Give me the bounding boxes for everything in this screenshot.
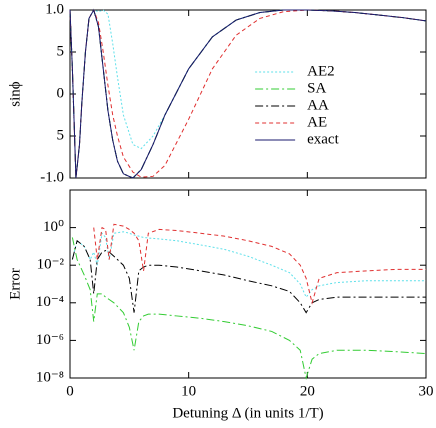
y-tick-label: 10⁻² [37, 257, 65, 273]
plot-frame [69, 189, 427, 379]
series-line [69, 8, 427, 179]
plot-frame [69, 9, 427, 179]
legend-label: AE [307, 114, 327, 130]
y-tick-label: 10⁻⁶ [36, 332, 64, 348]
y-tick-label: 10⁻⁸ [36, 369, 64, 385]
x-tick-label: 0 [66, 383, 74, 399]
series-line [71, 231, 426, 299]
legend-label: AE2 [307, 63, 335, 79]
x-tick-label: 10 [181, 383, 196, 399]
y-axis-label: Error [7, 268, 23, 300]
y-tick-label: 10⁻⁴ [36, 294, 64, 310]
y-tick-label: -1.0 [40, 169, 64, 185]
legend-label: exact [307, 131, 339, 147]
series-line [69, 9, 427, 179]
y-axis-label: sinϕ [7, 81, 23, 107]
y-tick-label: 10⁰ [43, 219, 64, 235]
y-tick-label: 0 [57, 85, 65, 101]
series-line [69, 8, 427, 179]
y-tick-label: 5 [57, 43, 65, 59]
x-tick-label: 30 [419, 383, 434, 399]
series-line [71, 237, 427, 380]
series-line [93, 223, 426, 305]
y-tick-label: 1.0 [45, 1, 64, 17]
series-line [69, 8, 427, 179]
legend-label: AA [307, 97, 329, 113]
x-tick-label: 20 [300, 383, 315, 399]
y-tick-label: 5 [57, 127, 65, 143]
series-line [71, 239, 426, 314]
series-line [69, 8, 427, 179]
legend-label: SA [307, 80, 326, 96]
x-axis-label: Detuning Δ (in units 1/T) [172, 405, 323, 421]
